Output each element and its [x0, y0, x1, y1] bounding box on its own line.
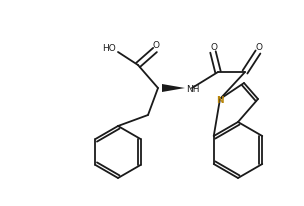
- Text: N: N: [216, 96, 224, 104]
- Text: HO: HO: [102, 43, 116, 53]
- Text: O: O: [210, 42, 217, 52]
- Polygon shape: [162, 84, 185, 92]
- Text: NH: NH: [186, 84, 200, 94]
- Text: O: O: [153, 41, 160, 49]
- Text: O: O: [255, 42, 262, 52]
